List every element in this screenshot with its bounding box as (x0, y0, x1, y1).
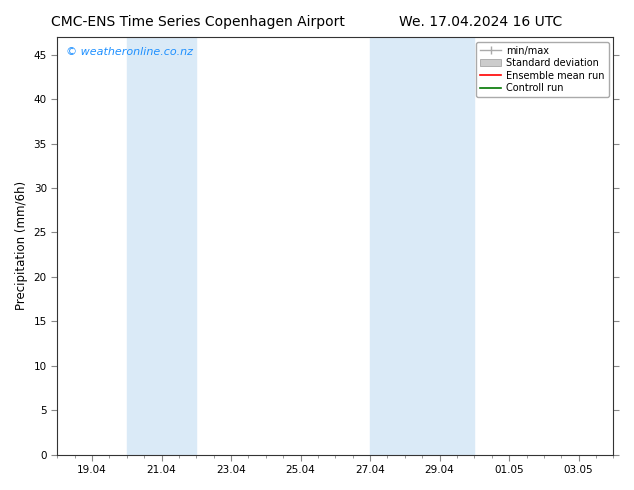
Text: © weatheronline.co.nz: © weatheronline.co.nz (65, 48, 193, 57)
Legend: min/max, Standard deviation, Ensemble mean run, Controll run: min/max, Standard deviation, Ensemble me… (476, 42, 609, 97)
Text: We. 17.04.2024 16 UTC: We. 17.04.2024 16 UTC (399, 15, 562, 29)
Y-axis label: Precipitation (mm/6h): Precipitation (mm/6h) (15, 181, 28, 310)
Text: CMC-ENS Time Series Copenhagen Airport: CMC-ENS Time Series Copenhagen Airport (51, 15, 345, 29)
Bar (370, 37, 474, 455)
Bar (127, 37, 197, 455)
